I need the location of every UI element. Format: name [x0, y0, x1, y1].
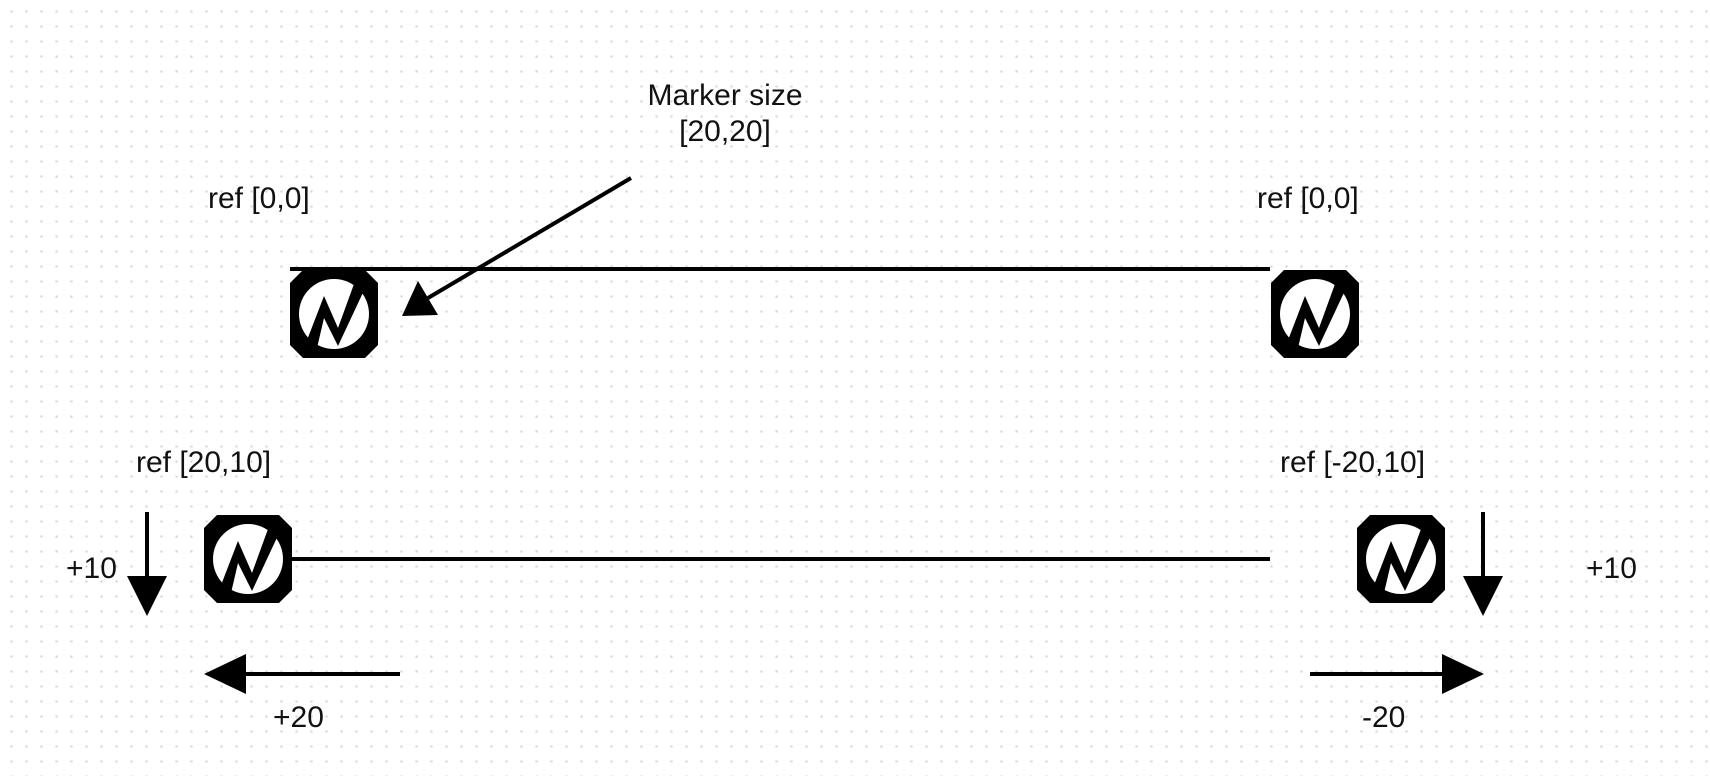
left-vertical-offset-label: +10 [66, 552, 117, 585]
bottom-right-ref-label: ref [-20,10] [1280, 446, 1426, 479]
right-horizontal-offset-label: -20 [1362, 701, 1406, 734]
marker-bottom-left-icon [204, 515, 292, 603]
marker-top-right-icon [1271, 270, 1359, 358]
callout-arrow [402, 176, 633, 316]
right-vertical-offset-label: +10 [1586, 552, 1637, 585]
top-left-ref-label: ref [0,0] [208, 182, 310, 215]
marker-top-left-icon [290, 270, 378, 358]
marker-bottom-right-icon [1357, 515, 1445, 603]
callout-value: [20,20] [679, 115, 771, 148]
right-down-arrow [1463, 512, 1503, 616]
left-horizontal-arrow [204, 654, 400, 694]
bottom-left-ref-label: ref [20,10] [136, 446, 272, 479]
top-right-ref-label: ref [0,0] [1257, 182, 1359, 215]
left-down-arrow [127, 512, 167, 616]
left-horizontal-offset-label: +20 [273, 701, 324, 734]
right-horizontal-arrow [1310, 654, 1484, 694]
callout-title: Marker size [647, 79, 803, 112]
marker-size-callout: Marker size [20,20] [590, 78, 860, 150]
